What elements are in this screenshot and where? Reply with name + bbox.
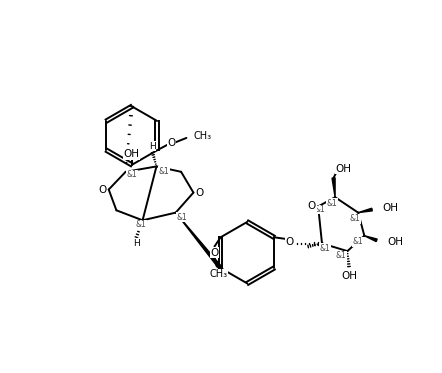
Text: &1: &1 — [336, 251, 347, 260]
Polygon shape — [332, 178, 335, 197]
Text: &1: &1 — [314, 205, 325, 214]
Text: O: O — [99, 185, 107, 195]
Text: OH: OH — [383, 203, 399, 213]
Text: &1: &1 — [350, 214, 361, 223]
Text: &1: &1 — [176, 213, 187, 222]
Text: O: O — [195, 188, 204, 198]
Text: OH: OH — [124, 149, 140, 159]
Text: &1: &1 — [320, 244, 331, 253]
Text: O: O — [285, 237, 293, 247]
Text: &1: &1 — [126, 170, 137, 179]
Text: &1: &1 — [159, 166, 170, 176]
Text: &1: &1 — [353, 237, 364, 247]
Text: OH: OH — [336, 164, 352, 174]
Text: H: H — [133, 239, 140, 248]
Polygon shape — [358, 208, 372, 213]
Text: &1: &1 — [327, 199, 337, 208]
Text: O: O — [210, 248, 219, 258]
Text: CH₃: CH₃ — [193, 131, 211, 141]
Text: OH: OH — [388, 237, 404, 247]
Text: O: O — [168, 138, 176, 148]
Text: OH: OH — [341, 271, 357, 281]
Polygon shape — [364, 236, 377, 242]
Text: &1: &1 — [136, 220, 146, 229]
Text: CH₃: CH₃ — [209, 269, 227, 279]
Text: H: H — [149, 142, 156, 151]
Polygon shape — [176, 213, 222, 269]
Text: O: O — [308, 201, 316, 211]
